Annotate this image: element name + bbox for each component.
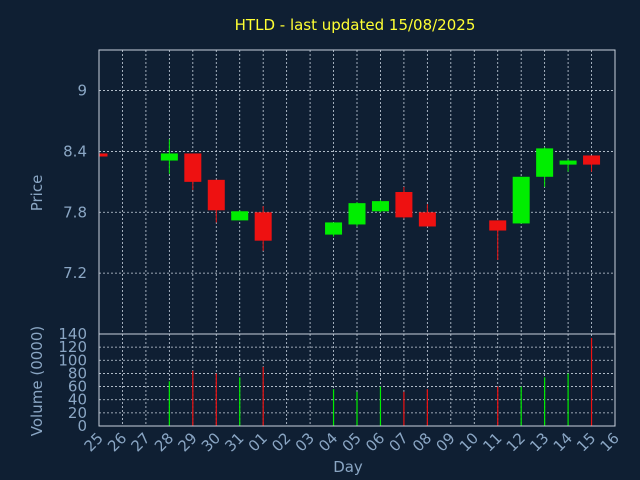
volume-tick-label: 40 [68, 391, 87, 409]
x-tick-label: 28 [151, 429, 177, 455]
volume-bars [168, 337, 593, 426]
x-tick-label: 15 [573, 429, 599, 455]
volume-tick-label: 20 [68, 404, 87, 422]
x-tick-label: 02 [268, 429, 294, 455]
volume-panel-frame [98, 333, 616, 427]
chart-title: HTLD - last updated 15/08/2025 [235, 16, 476, 34]
candle-body [231, 211, 249, 221]
candle [395, 186, 413, 219]
candles [98, 139, 601, 260]
candle [371, 200, 389, 213]
volume-tick-label: 120 [58, 338, 87, 356]
candle-body [99, 153, 108, 157]
volume-tick-label: 140 [58, 325, 87, 343]
candle-body [254, 212, 272, 241]
candle [254, 206, 272, 251]
candle [583, 155, 601, 172]
x-tick-label: 16 [597, 429, 623, 455]
x-tick-labels: 2526272829303101020304050607080910111213… [81, 429, 623, 455]
candle-body [559, 160, 577, 165]
candle-body [489, 220, 507, 231]
candle [207, 179, 225, 223]
candle [418, 204, 436, 227]
x-tick-label: 29 [174, 429, 200, 455]
x-tick-label: 05 [339, 429, 365, 455]
x-tick-label: 14 [550, 429, 576, 455]
volume-tick-label: 60 [68, 378, 87, 396]
volume-axis-label: Volume (0000) [28, 326, 46, 436]
x-tick-label: 04 [315, 429, 341, 455]
x-tick-label: 09 [432, 429, 458, 455]
price-grid [99, 50, 615, 334]
x-tick-label: 10 [456, 429, 482, 455]
x-axis-label: Day [333, 458, 363, 476]
candle [160, 139, 178, 174]
candle [348, 202, 366, 227]
volume-tick-label: 0 [77, 417, 87, 435]
price-tick-label: 7.8 [63, 203, 87, 221]
x-tick-label: 01 [245, 429, 271, 455]
x-tick-label: 31 [221, 429, 247, 455]
candle-body [160, 153, 178, 161]
x-tick-label: 13 [526, 429, 552, 455]
volume-tick-label: 100 [58, 351, 87, 369]
price-tick-label: 9 [77, 82, 87, 100]
candle [325, 222, 343, 237]
candle [512, 176, 530, 224]
x-tick-label: 03 [292, 429, 318, 455]
price-tick-labels: 7.2 7.8 8.4 9 [63, 82, 87, 283]
price-axis-label: Price [28, 175, 46, 212]
volume-tick-label: 80 [68, 364, 87, 382]
candle-body [371, 201, 389, 212]
x-tick-label: 08 [409, 429, 435, 455]
x-tick-label: 27 [128, 429, 154, 455]
x-tick-label: 30 [198, 429, 224, 455]
candle-body [418, 212, 436, 227]
candle-body [395, 192, 413, 218]
candle [489, 220, 507, 260]
candle [559, 159, 577, 172]
price-tick-label: 8.4 [63, 142, 87, 160]
x-tick-label: 06 [362, 429, 388, 455]
candle-body [207, 179, 225, 211]
candle-body [536, 148, 554, 177]
candle [184, 153, 202, 190]
x-tick-label: 07 [386, 429, 412, 455]
x-tick-label: 26 [104, 429, 130, 455]
x-tick-label: 12 [503, 429, 529, 455]
price-tick-label: 7.2 [63, 264, 87, 282]
candle [98, 153, 108, 157]
candle-body [325, 222, 343, 235]
candle-body [184, 153, 202, 182]
candle-body [512, 176, 530, 224]
x-tick-label: 11 [479, 429, 505, 455]
candle [536, 147, 554, 187]
candle [231, 210, 249, 221]
candle-body [348, 203, 366, 225]
candle-body [583, 155, 601, 165]
